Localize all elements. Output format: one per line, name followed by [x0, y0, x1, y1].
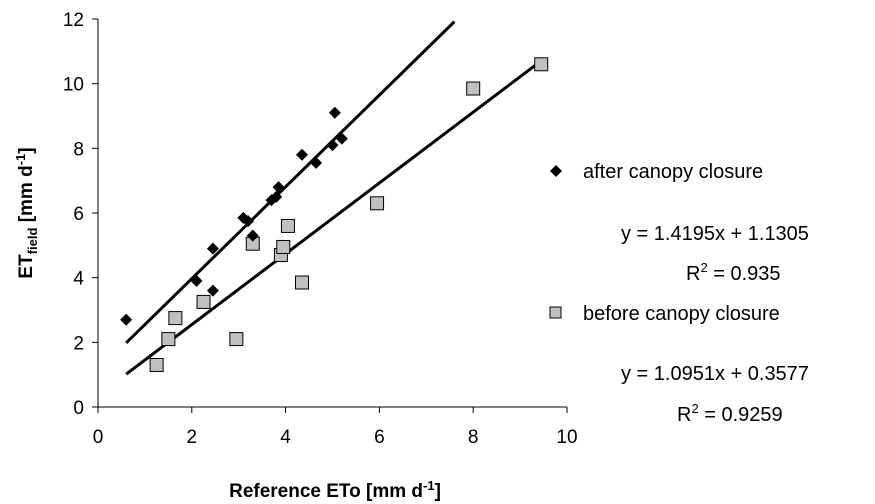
- point-before: [196, 294, 211, 309]
- legend-entry-after: after canopy closure y = 1.4195x + 1.130…: [550, 161, 809, 285]
- point-before: [295, 275, 310, 290]
- y-tick-label: 8: [73, 139, 84, 160]
- x-tick-label: 10: [556, 427, 577, 448]
- point-after: [272, 181, 285, 194]
- point-before: [276, 239, 291, 254]
- x-tick-label: 2: [187, 427, 198, 448]
- y-tick-label: 6: [73, 204, 84, 225]
- legend-entry-before: before canopy closure y = 1.0951x + 0.35…: [549, 303, 809, 426]
- trendlines: [125, 20, 543, 376]
- point-before: [280, 218, 295, 233]
- point-before: [466, 81, 481, 96]
- legend: after canopy closure y = 1.4195x + 1.130…: [549, 161, 809, 426]
- point-after: [206, 242, 219, 255]
- y-tick-label: 10: [63, 75, 84, 96]
- y-tick-label: 0: [73, 398, 84, 419]
- diamond-icon: [550, 165, 562, 177]
- square-icon: [549, 306, 562, 319]
- x-tick-label: 0: [93, 427, 104, 448]
- point-after: [246, 229, 259, 242]
- point-before: [149, 357, 164, 372]
- legend-label-after: after canopy closure: [583, 161, 763, 183]
- point-after: [328, 106, 341, 119]
- equation-before: y = 1.0951x + 0.3577: [621, 363, 809, 385]
- point-before: [168, 311, 183, 326]
- x-tick-label: 4: [280, 427, 291, 448]
- point-after: [242, 215, 255, 228]
- point-after: [296, 148, 309, 161]
- point-after: [120, 313, 133, 326]
- axes: 0 2 4 6 8 10 12 0 2 4 6 8 10: [63, 10, 578, 448]
- trendline-before: [125, 59, 543, 376]
- y-tick-label: 2: [73, 333, 84, 354]
- point-before: [534, 57, 549, 72]
- equation-after: y = 1.4195x + 1.1305: [621, 223, 809, 245]
- y-tick-label: 12: [63, 10, 84, 31]
- r-squared-before: R2 = 0.9259: [677, 401, 783, 426]
- x-axis-title: Reference ETo [mm d-1]: [229, 478, 441, 502]
- y-axis-title: ETfield [mm d-1]: [13, 147, 40, 278]
- point-before: [229, 332, 244, 347]
- point-after: [190, 274, 203, 287]
- point-before: [370, 196, 385, 211]
- point-after: [270, 190, 283, 203]
- point-before: [161, 332, 176, 347]
- r-squared-after: R2 = 0.935: [686, 260, 781, 285]
- y-tick-label: 4: [73, 269, 84, 290]
- data-points: [120, 57, 549, 372]
- point-after: [335, 132, 348, 145]
- point-after: [206, 284, 219, 297]
- x-tick-label: 8: [468, 427, 479, 448]
- x-tick-label: 6: [374, 427, 385, 448]
- trendline-after: [125, 20, 456, 344]
- legend-label-before: before canopy closure: [583, 303, 780, 325]
- point-after: [326, 139, 339, 152]
- point-after: [310, 156, 323, 169]
